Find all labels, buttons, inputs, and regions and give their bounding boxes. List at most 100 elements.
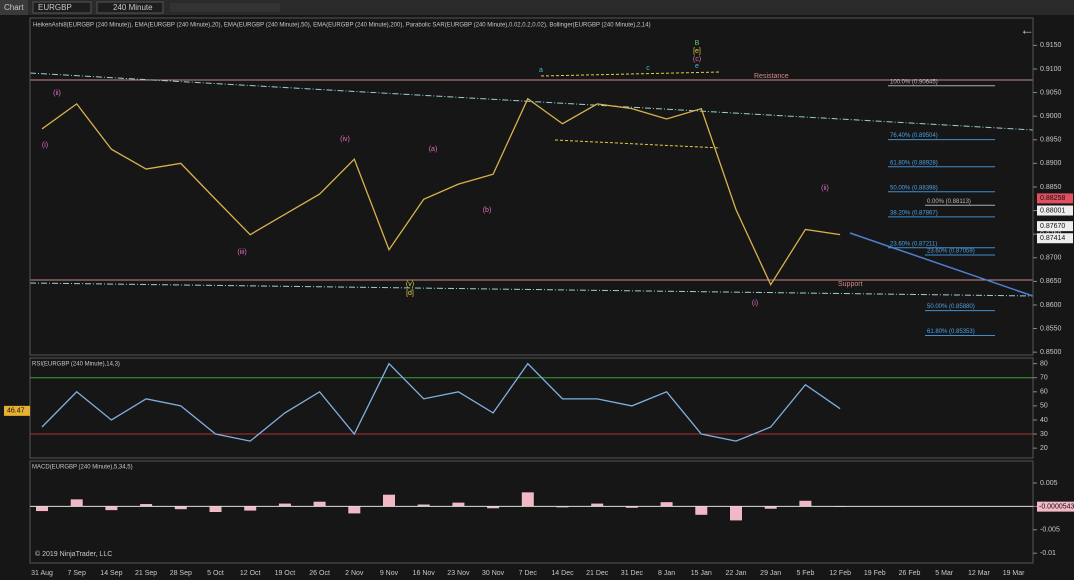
annotation: Support: [838, 281, 863, 288]
x-tick-label: 7 Dec: [519, 570, 538, 577]
y-tick-label: 20: [1040, 445, 1048, 452]
x-tick-label: 12 Feb: [829, 570, 851, 577]
x-tick-label: 5 Feb: [796, 570, 814, 577]
fib-label: 23.60% (0.87059): [927, 249, 975, 255]
y-tick-label: 0.9100: [1040, 66, 1062, 73]
price-label-box: [1037, 205, 1073, 216]
y-tick-label: -0.005: [1040, 527, 1060, 534]
annotation: (ii): [53, 90, 61, 97]
histogram-bar: [625, 506, 638, 508]
annotation: [e]: [693, 48, 701, 55]
annotation: a: [539, 67, 543, 74]
annotation: (i): [752, 300, 758, 307]
histogram-bar: [695, 506, 708, 515]
histogram-bar: [591, 503, 604, 507]
y-tick-label: 0.8550: [1040, 325, 1062, 332]
y-tick-label: 0.8600: [1040, 302, 1062, 309]
y-tick-label: 0.9150: [1040, 42, 1062, 49]
histogram-bar: [799, 500, 812, 507]
x-tick-label: 21 Sep: [135, 570, 157, 577]
x-tick-label: 16 Nov: [413, 570, 436, 577]
current-value-box: [1037, 501, 1074, 512]
annotation: [d]: [406, 290, 414, 297]
indicators-label: HeikenAshi8(EURGBP (240 Minute)), EMA(EU…: [33, 23, 651, 29]
price-label-box: [1037, 193, 1073, 204]
price-label: 0.87414: [1040, 235, 1065, 242]
histogram-bar: [452, 502, 465, 507]
x-tick-label: 19 Feb: [864, 570, 886, 577]
y-tick-label: 70: [1040, 375, 1048, 382]
chart-button[interactable]: [0, 0, 28, 15]
annotation: (i): [42, 142, 48, 149]
histogram-bar: [764, 506, 777, 509]
y-tick-label: 0.9050: [1040, 89, 1062, 96]
x-tick-label: 9 Nov: [380, 570, 399, 577]
annotation: (b): [483, 207, 492, 214]
histogram-bar: [730, 506, 742, 521]
annotation: Resistance: [754, 73, 789, 80]
x-tick-label: 8 Jan: [658, 570, 675, 577]
annotation: c: [646, 65, 650, 72]
fib-label: 61.80% (0.85353): [927, 329, 975, 335]
tool-icons[interactable]: [170, 3, 280, 12]
y-tick-label: 30: [1040, 431, 1048, 438]
histogram-bar: [313, 501, 326, 507]
y-tick-label: 0.8900: [1040, 160, 1062, 167]
histogram-bar: [36, 506, 48, 512]
toolbar: Chart EURGBP 240 Minute ←: [0, 0, 1074, 38]
x-tick-label: 15 Jan: [691, 570, 712, 577]
y-tick-label: 50: [1040, 403, 1048, 410]
panel-title: MACD(EURGBP (240 Minute),5,34,5): [32, 465, 133, 471]
x-tick-label: 14 Dec: [551, 570, 574, 577]
histogram-bar: [105, 506, 118, 511]
y-tick-label: 0.8850: [1040, 184, 1062, 191]
trend-line: [29, 282, 1034, 297]
x-tick-label: 14 Sep: [100, 570, 122, 577]
x-tick-label: 28 Sep: [170, 570, 192, 577]
channel-line: [554, 139, 721, 149]
x-tick-label: 5 Oct: [207, 570, 224, 577]
annotation: (c): [693, 56, 701, 63]
annotation: e: [695, 63, 699, 70]
price-label: 0.87670: [1040, 223, 1065, 230]
price-label-box: [1037, 221, 1073, 232]
fib-label: 0.00% (0.88113): [927, 199, 971, 205]
current-value: -0.0000543: [1039, 503, 1074, 510]
x-tick-label: 23 Nov: [447, 570, 470, 577]
panel-title: RSI(EURGBP (240 Minute),14,3): [32, 362, 120, 368]
fib-label: 100.0% (0.90645): [890, 79, 938, 85]
price-label: 0.88258: [1040, 195, 1065, 202]
x-tick-label: 26 Oct: [309, 570, 330, 577]
histogram-bar: [660, 502, 673, 507]
x-tick-label: 19 Oct: [275, 570, 296, 577]
y-tick-label: 0.8650: [1040, 278, 1062, 285]
price-label-box: [1037, 233, 1073, 244]
y-tick-label: 0.8500: [1040, 349, 1062, 356]
back-arrow[interactable]: ←: [1020, 22, 1034, 38]
annotation: (iv): [340, 136, 350, 143]
fib-label: 38.20% (0.87867): [890, 210, 938, 216]
copyright: © 2019 NinjaTrader, LLC: [35, 550, 112, 558]
instrument: EURGBP: [38, 3, 72, 12]
annotation: B: [695, 40, 700, 47]
histogram-bar: [487, 506, 500, 509]
x-tick-label: 5 Mar: [935, 570, 954, 577]
histogram-bar: [417, 504, 430, 507]
histogram-bar: [278, 503, 291, 507]
y-tick-label: 40: [1040, 417, 1048, 424]
interval-select[interactable]: [96, 1, 164, 14]
current-value: 46.47: [7, 408, 25, 415]
annotation: (a): [429, 146, 438, 153]
histogram-bar: [244, 506, 257, 511]
x-tick-label: 7 Sep: [68, 570, 86, 577]
x-tick-label: 31 Dec: [621, 570, 644, 577]
histogram-bar: [174, 506, 187, 510]
interval: 240 Minute: [113, 3, 153, 12]
trend-line: [849, 232, 1034, 297]
fib-label: 50.00% (0.85880): [927, 304, 975, 310]
x-tick-label: 12 Mar: [968, 570, 990, 577]
fib-label: 76.40% (0.89504): [890, 133, 938, 139]
instrument-select[interactable]: [32, 1, 92, 14]
